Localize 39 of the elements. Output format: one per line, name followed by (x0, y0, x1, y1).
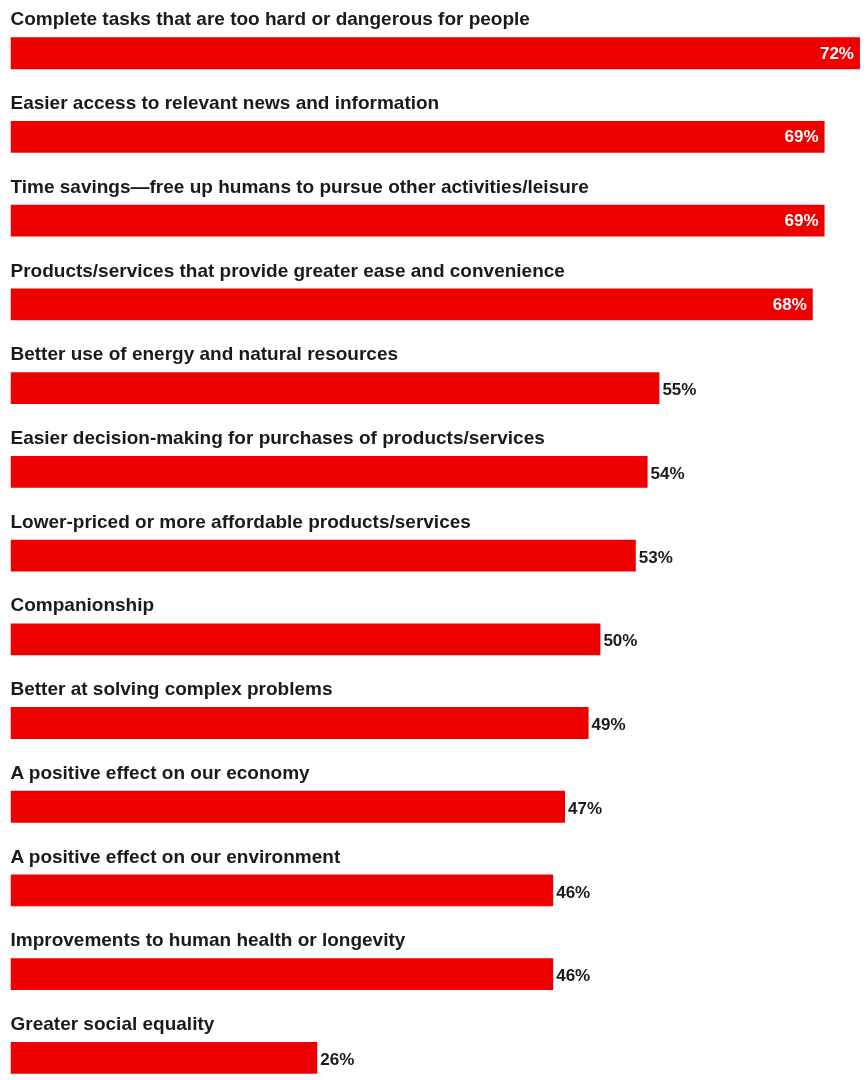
data-label: 46% (556, 966, 591, 986)
bar (10, 288, 813, 321)
y-tick-label: Complete tasks that are too hard or dangerous for people (10, 8, 530, 30)
data-label: 46% (556, 882, 591, 902)
data-label: 69% (784, 127, 819, 147)
y-tick-label: Improvements to human health or longevity (10, 929, 406, 951)
data-label: 47% (568, 798, 603, 818)
bar (10, 204, 825, 237)
data-label: 68% (772, 294, 807, 314)
y-tick-label: Products/services that provide greater ease and convenience (10, 259, 565, 281)
bar (10, 623, 601, 656)
bar (10, 790, 565, 823)
y-tick-label: Easier decision-making for purchases of products/services (10, 427, 545, 449)
y-tick-label: Time savings—free up humans to pursue other activities/leisure (10, 175, 589, 197)
y-tick-label: Greater social equality (10, 1013, 215, 1035)
bar (10, 455, 648, 488)
bar (10, 958, 554, 991)
y-tick-label: A positive effect on our environment (10, 845, 341, 867)
bar (10, 37, 860, 70)
bar (10, 539, 636, 572)
data-label: 26% (320, 1050, 355, 1070)
data-label: 54% (650, 464, 685, 484)
bar (10, 121, 825, 153)
data-label: 55% (662, 380, 697, 400)
y-tick-label: Companionship (10, 594, 155, 616)
data-label: 50% (603, 631, 638, 651)
y-tick-label: Better use of energy and natural resources (10, 343, 399, 365)
y-tick-label: A positive effect on our economy (10, 761, 311, 783)
data-label: 49% (591, 715, 626, 735)
data-label: 53% (638, 547, 673, 567)
y-tick-label: Lower-priced or more affordable products/services (10, 510, 471, 532)
data-label: 69% (784, 211, 819, 231)
bar (10, 1041, 318, 1074)
data-label: 72% (819, 43, 854, 63)
bar (10, 372, 660, 405)
bar (10, 874, 554, 907)
bar (10, 707, 589, 739)
y-tick-label: Better at solving complex problems (10, 678, 333, 700)
y-tick-label: Easier access to relevant news and information (10, 92, 440, 114)
